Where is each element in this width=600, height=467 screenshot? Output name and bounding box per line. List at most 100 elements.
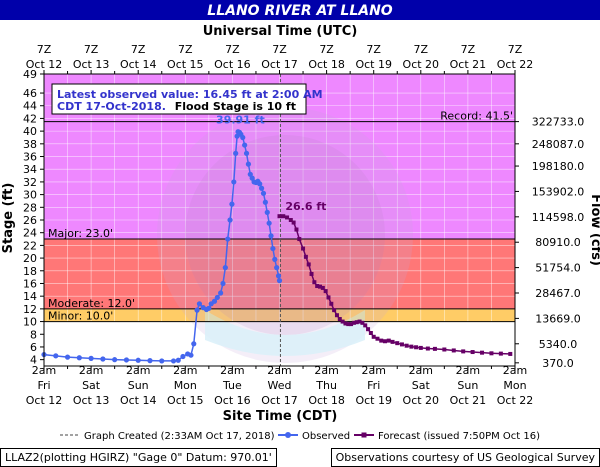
y-tick-label: 42 bbox=[23, 112, 37, 125]
forecast-point bbox=[375, 336, 380, 341]
observed-point bbox=[262, 199, 268, 205]
y-tick-label: 4 bbox=[30, 354, 37, 367]
y-tick-label: 16 bbox=[23, 277, 37, 290]
observed-point bbox=[227, 217, 233, 223]
footer-datum: LLAZ2(plotting HGIRZ) "Gage 0" Datum: 97… bbox=[0, 448, 277, 467]
observed-point bbox=[225, 236, 231, 242]
top-tick-date: Oct 12 bbox=[26, 58, 63, 71]
y-tick-label: 24 bbox=[23, 227, 37, 240]
bottom-tick-time: 2am bbox=[126, 364, 150, 377]
forecast-point bbox=[340, 319, 345, 324]
bottom-tick-day: Sat bbox=[82, 379, 101, 392]
top-tick-hour: 7Z bbox=[178, 43, 193, 56]
top-tick-date: Oct 16 bbox=[214, 58, 251, 71]
forecast-point bbox=[451, 348, 456, 353]
bottom-tick-date: Oct 17 bbox=[261, 394, 298, 407]
forecast-point bbox=[323, 289, 328, 294]
bottom-tick-date: Oct 13 bbox=[73, 394, 110, 407]
observed-point bbox=[188, 352, 194, 358]
y-tick-label: 34 bbox=[23, 163, 37, 176]
forecast-point bbox=[320, 285, 325, 290]
flow-tick-label: 114598.0 bbox=[532, 211, 585, 224]
observed-point bbox=[259, 185, 265, 191]
forecast-point bbox=[294, 227, 299, 232]
y-tick-label: 46 bbox=[23, 87, 37, 100]
forecast-point bbox=[442, 347, 447, 352]
y-tick-label: 32 bbox=[23, 176, 37, 189]
observed-point bbox=[112, 357, 118, 363]
observed-point bbox=[275, 273, 282, 279]
observed-point bbox=[242, 142, 248, 148]
observed-point bbox=[170, 358, 177, 364]
y-tick-label: 26 bbox=[23, 214, 37, 227]
footer-credit: Observations courtesy of US Geological S… bbox=[330, 448, 600, 467]
observed-point bbox=[123, 357, 130, 363]
flow-tick-label: 153902.0 bbox=[532, 185, 585, 198]
observed-point bbox=[272, 256, 278, 262]
forecast-point bbox=[309, 271, 314, 276]
top-tick-date: Oct 18 bbox=[308, 58, 345, 71]
forecast-point bbox=[357, 319, 362, 324]
title-bar bbox=[0, 0, 600, 20]
observed-point bbox=[266, 220, 272, 226]
bottom-tick-date: Oct 18 bbox=[308, 394, 345, 407]
bottom-tick-day: Sat bbox=[412, 379, 431, 392]
top-axis-title: Universal Time (UTC) bbox=[203, 24, 358, 39]
bottom-tick-date: Oct 16 bbox=[214, 394, 251, 407]
y-tick-label: 38 bbox=[23, 138, 37, 151]
observed-point bbox=[233, 150, 239, 156]
forecast-point bbox=[281, 214, 286, 219]
bottom-tick-time: 2am bbox=[79, 364, 103, 377]
flow-tick-label: 13669.0 bbox=[535, 312, 581, 325]
forecast-point bbox=[301, 246, 306, 251]
top-tick-date: Oct 19 bbox=[355, 58, 392, 71]
top-tick-hour: 7Z bbox=[37, 43, 52, 56]
top-tick-hour: 7Z bbox=[272, 43, 287, 56]
peak-label: 39.91 ft bbox=[216, 114, 265, 127]
bottom-tick-day: Sun bbox=[457, 379, 478, 392]
observed-point bbox=[196, 301, 203, 307]
forecast-point bbox=[409, 344, 414, 349]
observed-point bbox=[175, 357, 181, 363]
y-tick-label: 20 bbox=[23, 252, 37, 265]
y-tick-label: 10 bbox=[23, 316, 37, 329]
forecast-point bbox=[383, 339, 388, 344]
y-tick-label: 6 bbox=[30, 341, 37, 354]
bottom-tick-day: Mon bbox=[174, 379, 197, 392]
bottom-tick-date: Oct 22 bbox=[497, 394, 534, 407]
forecast-point bbox=[312, 280, 317, 285]
y-tick-label: 14 bbox=[23, 290, 37, 303]
observed-point bbox=[64, 354, 71, 360]
observed-point bbox=[220, 280, 226, 287]
forecast-point bbox=[425, 346, 430, 351]
top-tick-hour: 7Z bbox=[84, 43, 99, 56]
y-tick-label: 40 bbox=[23, 125, 37, 138]
bottom-tick-date: Oct 19 bbox=[355, 394, 392, 407]
observed-point bbox=[100, 356, 106, 362]
info-line-2-date: CDT 17-Oct-2018. bbox=[57, 100, 166, 113]
observed-point bbox=[264, 209, 270, 215]
bottom-tick-time: 2am bbox=[267, 364, 291, 377]
bottom-tick-day: Fri bbox=[37, 379, 50, 392]
top-tick-hour: 7Z bbox=[461, 43, 476, 56]
bottom-tick-time: 2am bbox=[503, 364, 527, 377]
chart-title: LLANO RIVER AT LLANO bbox=[207, 3, 393, 19]
info-line-2-flood: Flood Stage is 10 ft bbox=[175, 100, 296, 113]
observed-point bbox=[194, 307, 200, 313]
top-tick-hour: 7Z bbox=[225, 43, 240, 56]
observed-point bbox=[245, 161, 252, 167]
forecast-point bbox=[498, 351, 503, 356]
forecast-point bbox=[418, 345, 423, 350]
threshold-label-minor: Minor: 10.0' bbox=[48, 310, 113, 323]
observed-point bbox=[135, 357, 141, 363]
forecast-point bbox=[414, 345, 419, 350]
top-tick-hour: 7Z bbox=[508, 43, 523, 56]
seal-watermark-wave bbox=[205, 310, 365, 356]
observed-point bbox=[243, 150, 250, 156]
forecast-peak-label: 26.6 ft bbox=[285, 200, 326, 213]
forecast-point bbox=[386, 338, 391, 343]
top-tick-hour: 7Z bbox=[366, 43, 381, 56]
legend-forecast-marker bbox=[361, 432, 367, 438]
forecast-point bbox=[288, 218, 293, 222]
